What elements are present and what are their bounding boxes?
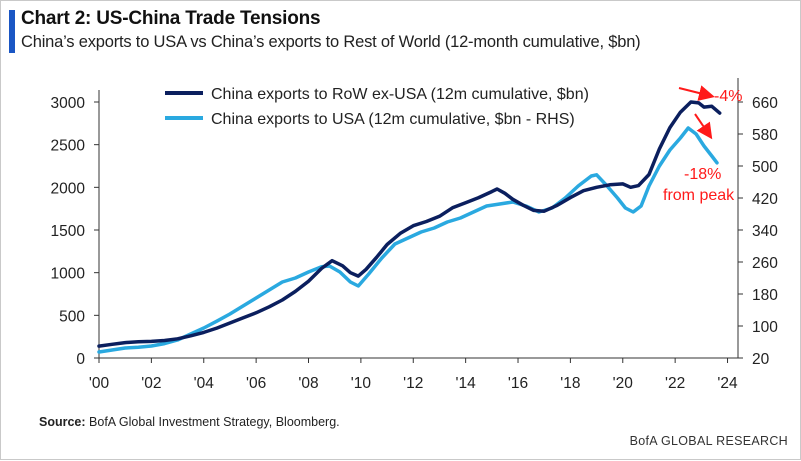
series-layer: [97, 100, 722, 354]
right-y-axis: 20 100 180 260 340 420 500 580 660: [737, 78, 778, 368]
right-tick-label: 100: [752, 319, 778, 336]
x-tick-label: '04: [194, 375, 215, 392]
brand-footer: BofA GLOBAL RESEARCH: [629, 434, 788, 448]
series-line-usa: [97, 126, 719, 354]
x-tick-label: '14: [456, 375, 477, 392]
annotation-usa-decline: -18%: [684, 166, 721, 183]
chart-title: Chart 2: US-China Trade Tensions: [21, 8, 321, 29]
annotation-from-peak: from peak: [663, 187, 735, 204]
left-tick-label: 1500: [51, 223, 86, 240]
x-tick-label: '18: [560, 375, 580, 392]
x-tick-label: '22: [665, 375, 685, 392]
x-tick-label: '16: [508, 375, 528, 392]
x-tick-label: '24: [717, 375, 738, 392]
right-tick-label: 580: [752, 127, 778, 144]
legend: China exports to RoW ex-USA (12m cumulat…: [165, 86, 589, 128]
annotations: -4% -18% from peak: [663, 85, 742, 204]
source-text: BofA Global Investment Strategy, Bloombe…: [89, 415, 340, 429]
left-tick-label: 1000: [51, 266, 86, 283]
left-tick-label: 500: [59, 308, 85, 325]
left-y-axis: 0 500 1000 1500 2000 2500 3000: [51, 90, 100, 368]
legend-label-row: China exports to RoW ex-USA (12m cumulat…: [211, 86, 589, 103]
x-tick-label: '12: [403, 375, 423, 392]
x-tick-label: '06: [246, 375, 266, 392]
x-tick-label: '10: [351, 375, 372, 392]
annotation-row-decline: -4%: [714, 88, 742, 105]
x-axis: '00 '02 '04 '06 '08 '10 '12 '14 '16 '18 '20 '22 '24: [89, 357, 738, 392]
right-tick-label: 420: [752, 191, 778, 208]
left-tick-label: 0: [76, 351, 85, 368]
x-tick-label: '20: [613, 375, 634, 392]
left-tick-label: 2000: [51, 180, 86, 197]
right-tick-label: 260: [752, 255, 778, 272]
x-tick-label: '02: [141, 375, 161, 392]
right-tick-label: 20: [752, 351, 770, 368]
title-accent-bar: [9, 10, 15, 53]
right-tick-label: 180: [752, 287, 778, 304]
right-tick-label: 340: [752, 223, 778, 240]
source-label: Source:: [39, 415, 86, 429]
arrow-usa-decline: [694, 113, 713, 140]
x-tick-label: '00: [89, 375, 110, 392]
left-tick-label: 3000: [51, 95, 86, 112]
series-line-row-ex-usa: [97, 100, 722, 348]
legend-label-usa: China exports to USA (12m cumulative, $b…: [211, 111, 575, 128]
chart-subtitle: China’s exports to USA vs China’s export…: [21, 33, 641, 51]
source-note: Source: BofA Global Investment Strategy,…: [39, 415, 340, 429]
arrow-row-decline: [678, 85, 715, 101]
right-tick-label: 660: [752, 95, 778, 112]
x-tick-label: '08: [298, 375, 318, 392]
left-tick-label: 2500: [51, 138, 86, 155]
right-tick-label: 500: [752, 159, 778, 176]
